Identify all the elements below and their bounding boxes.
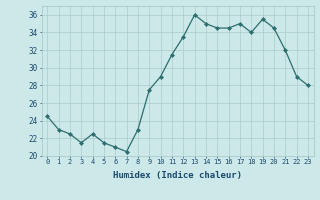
X-axis label: Humidex (Indice chaleur): Humidex (Indice chaleur) <box>113 171 242 180</box>
